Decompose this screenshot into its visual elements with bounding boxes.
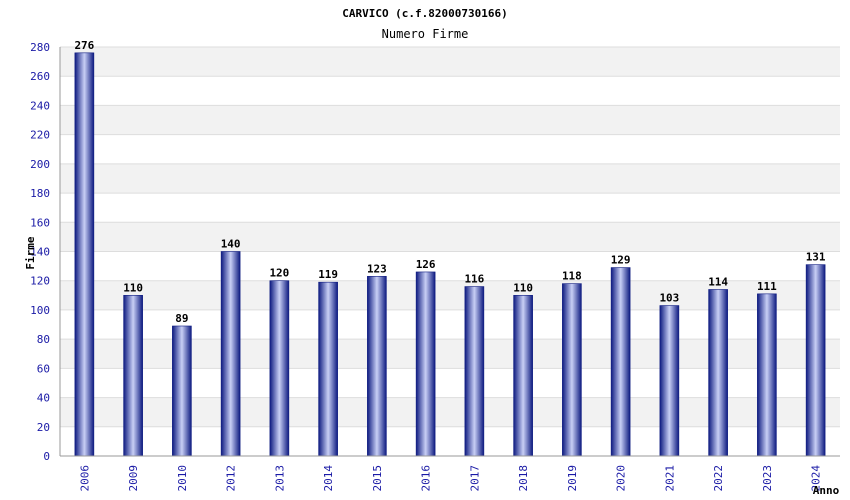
bar xyxy=(220,251,241,457)
x-tick-label: 2024 xyxy=(810,465,823,492)
y-tick-label: 260 xyxy=(30,70,50,83)
x-tick-label: 2012 xyxy=(225,465,238,492)
bar xyxy=(805,264,826,457)
data-label: 110 xyxy=(123,281,143,294)
y-tick-label: 220 xyxy=(30,129,50,142)
grid-band xyxy=(60,193,840,223)
x-tick-label: 2006 xyxy=(78,465,91,492)
data-label: 131 xyxy=(806,251,826,264)
data-label: 110 xyxy=(513,281,533,294)
grid-band xyxy=(60,134,840,164)
x-axis-label: Anno xyxy=(813,484,840,497)
data-label: 119 xyxy=(318,268,338,281)
data-label: 129 xyxy=(611,254,631,267)
data-label: 103 xyxy=(659,292,679,305)
grid-band-shaded xyxy=(60,222,840,252)
data-label: 140 xyxy=(221,238,241,251)
bar xyxy=(562,283,582,457)
bar xyxy=(367,276,387,457)
x-tick-label: 2014 xyxy=(322,465,335,492)
bar xyxy=(464,286,485,457)
x-tick-label: 2009 xyxy=(127,465,140,492)
x-tick-label: 2018 xyxy=(517,465,530,492)
grid-band xyxy=(60,251,840,281)
data-label: 111 xyxy=(757,280,777,293)
x-tick-label: 2013 xyxy=(273,465,286,492)
x-tick-label: 2020 xyxy=(615,465,628,492)
y-axis-label: Firme xyxy=(24,236,37,269)
bar xyxy=(415,271,436,457)
data-label: 114 xyxy=(708,275,728,288)
grid-band-shaded xyxy=(60,47,840,77)
bar xyxy=(123,295,143,457)
x-tick-label: 2015 xyxy=(371,465,384,492)
bar xyxy=(659,305,680,457)
data-label: 123 xyxy=(367,262,387,275)
y-tick-label: 200 xyxy=(30,158,50,171)
x-tick-label: 2010 xyxy=(176,465,189,492)
y-tick-label: 40 xyxy=(37,392,50,405)
data-label: 89 xyxy=(175,312,188,325)
bar xyxy=(708,289,728,457)
y-tick-label: 20 xyxy=(37,421,50,434)
x-tick-label: 2016 xyxy=(420,465,433,492)
x-tick-label: 2017 xyxy=(468,465,481,492)
y-tick-label: 180 xyxy=(30,187,50,200)
y-tick-label: 100 xyxy=(30,304,50,317)
data-label: 276 xyxy=(74,39,94,52)
y-tick-label: 120 xyxy=(30,275,50,288)
bar xyxy=(610,267,631,457)
bar xyxy=(172,325,192,457)
chart-subtitle: Numero Firme xyxy=(382,27,469,41)
bar xyxy=(513,295,533,457)
x-tick-label: 2019 xyxy=(566,465,579,492)
x-tick-label: 2023 xyxy=(761,465,774,492)
bars-group xyxy=(74,52,826,457)
data-label: 118 xyxy=(562,270,582,283)
data-label: 120 xyxy=(269,267,289,280)
grid-band-shaded xyxy=(60,163,840,194)
y-tick-label: 240 xyxy=(30,99,50,112)
bar xyxy=(269,280,290,457)
y-tick-label: 0 xyxy=(43,450,50,463)
data-label: 116 xyxy=(464,273,484,286)
bar xyxy=(757,293,777,457)
chart-title: CARVICO (c.f.82000730166) xyxy=(342,7,508,20)
grid-band xyxy=(60,76,840,106)
x-tick-label: 2021 xyxy=(663,465,676,492)
data-label: 126 xyxy=(416,258,436,271)
y-tick-label: 280 xyxy=(30,41,50,54)
grid-band-shaded xyxy=(60,105,840,135)
x-tick-label: 2022 xyxy=(712,465,725,492)
y-tick-label: 160 xyxy=(30,216,50,229)
bar xyxy=(318,281,338,457)
y-tick-label: 60 xyxy=(37,362,50,375)
y-tick-labels: 0 20 40 60 80 100 120 140 160 180 200 220 240 260 280 xyxy=(30,41,50,463)
y-tick-label: 140 xyxy=(30,246,50,259)
data-labels-group: 276 110 89 140 120 119 123 126 116 110 118 129 103 11… xyxy=(74,39,825,325)
x-tick-labels: 2006 2009 2010 2012 2013 2014 2015 2016 2017 2018… xyxy=(78,465,822,492)
bar xyxy=(74,52,95,457)
y-tick-label: 80 xyxy=(37,333,50,346)
